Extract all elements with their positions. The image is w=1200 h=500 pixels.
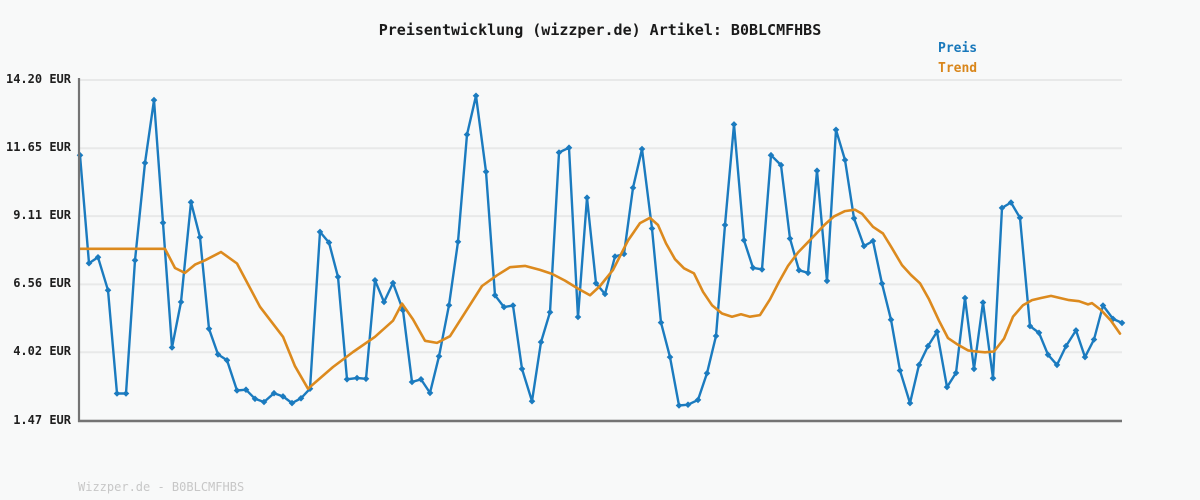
chart-title: Preisentwicklung (wizzper.de) Artikel: B… <box>378 21 822 39</box>
trend-series-line <box>78 208 1122 391</box>
y-tick-label: 6.56 EUR <box>13 276 71 291</box>
watermark-text: Wizzper.de - B0BLCMFHBS <box>78 480 245 494</box>
legend-item-trend: Trend <box>938 61 978 76</box>
price-series-line <box>78 94 1124 407</box>
legend-item-preis: Preis <box>938 41 978 56</box>
y-tick-label: 9.11 EUR <box>13 208 71 223</box>
price-series-markers <box>76 92 1126 409</box>
y-tick-label: 14.20 EUR <box>5 72 71 86</box>
y-tick-label: 11.65 EUR <box>5 140 71 155</box>
y-tick-label: 4.02 EUR <box>13 344 71 359</box>
y-tick-label: 1.47 EUR <box>13 412 71 427</box>
legend: Preis Trend <box>938 39 977 79</box>
